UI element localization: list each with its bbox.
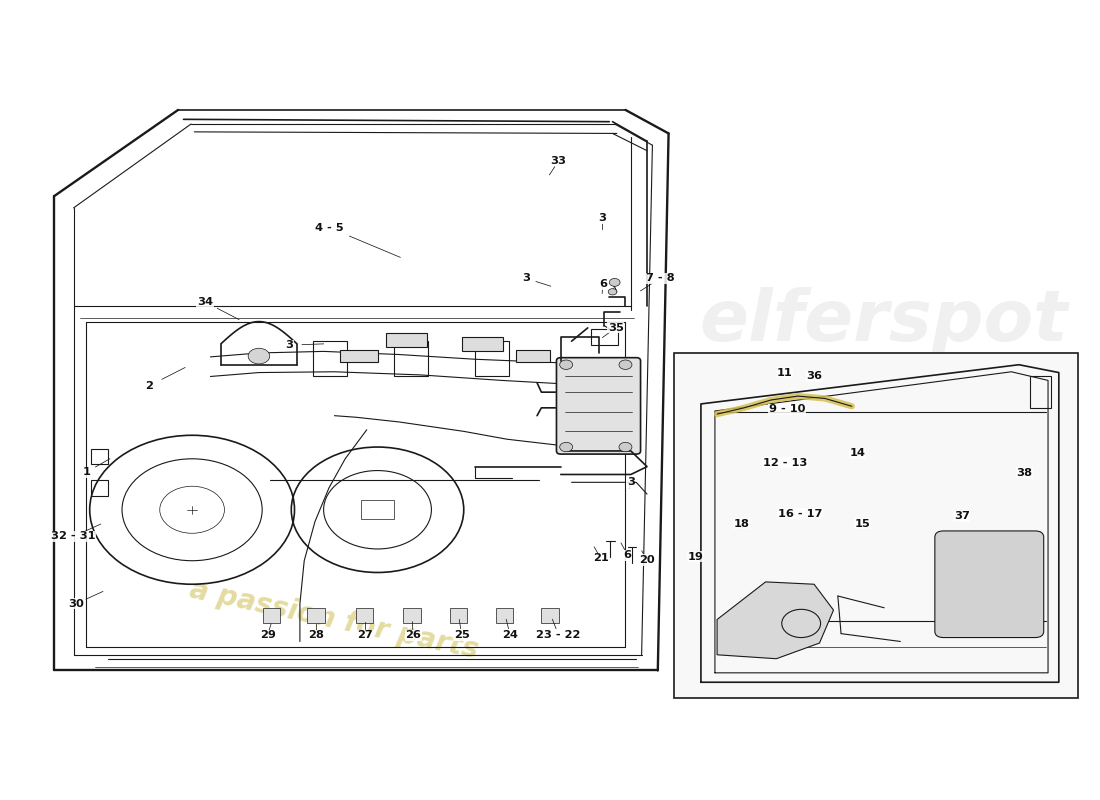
Bar bbox=[91, 480, 108, 496]
Circle shape bbox=[619, 360, 631, 370]
Circle shape bbox=[694, 488, 707, 498]
Bar bbox=[450, 608, 468, 623]
Text: 3: 3 bbox=[522, 274, 530, 283]
Bar bbox=[462, 338, 503, 351]
Text: 3: 3 bbox=[285, 340, 293, 350]
Circle shape bbox=[609, 278, 620, 286]
Text: 21: 21 bbox=[593, 554, 608, 563]
Bar bbox=[394, 341, 428, 377]
Text: 12 - 13: 12 - 13 bbox=[762, 458, 807, 468]
Text: elferspot: elferspot bbox=[700, 287, 1068, 356]
Text: 29: 29 bbox=[260, 630, 275, 640]
Bar bbox=[496, 608, 514, 623]
FancyBboxPatch shape bbox=[685, 450, 779, 501]
Text: 27: 27 bbox=[356, 630, 373, 640]
Bar bbox=[404, 608, 420, 623]
Circle shape bbox=[619, 442, 631, 452]
Circle shape bbox=[727, 454, 739, 463]
Bar bbox=[1030, 377, 1052, 408]
Text: 9 - 10: 9 - 10 bbox=[769, 405, 805, 414]
Text: 7 - 8: 7 - 8 bbox=[646, 274, 674, 283]
Bar bbox=[356, 608, 373, 623]
Text: 1: 1 bbox=[82, 467, 90, 477]
Bar bbox=[674, 353, 1078, 698]
Text: 28: 28 bbox=[308, 630, 324, 640]
Bar bbox=[386, 333, 427, 346]
Circle shape bbox=[560, 360, 573, 370]
Circle shape bbox=[608, 289, 617, 295]
Bar bbox=[312, 341, 348, 377]
Text: 32 - 31: 32 - 31 bbox=[52, 531, 96, 542]
FancyBboxPatch shape bbox=[935, 531, 1044, 638]
Bar bbox=[307, 608, 324, 623]
Text: 18: 18 bbox=[734, 519, 750, 529]
FancyBboxPatch shape bbox=[695, 462, 791, 506]
Bar bbox=[474, 341, 509, 377]
Text: 36: 36 bbox=[806, 371, 822, 382]
Text: 15: 15 bbox=[855, 519, 870, 529]
Text: 38: 38 bbox=[1016, 468, 1032, 478]
Text: 4 - 5: 4 - 5 bbox=[315, 222, 343, 233]
Text: 6: 6 bbox=[598, 279, 607, 289]
Text: 16 - 17: 16 - 17 bbox=[778, 509, 823, 518]
Bar bbox=[91, 449, 108, 464]
Text: 37: 37 bbox=[954, 511, 970, 521]
Text: 3: 3 bbox=[597, 213, 606, 223]
Text: 6: 6 bbox=[624, 550, 631, 560]
Bar bbox=[591, 330, 618, 345]
Circle shape bbox=[560, 442, 573, 452]
Text: 25: 25 bbox=[453, 630, 470, 640]
Text: 35: 35 bbox=[608, 323, 624, 333]
Text: 34: 34 bbox=[197, 297, 213, 307]
Text: 19: 19 bbox=[688, 552, 704, 562]
Text: 20: 20 bbox=[639, 555, 654, 565]
Circle shape bbox=[759, 488, 772, 498]
Text: 11: 11 bbox=[777, 367, 793, 378]
Circle shape bbox=[249, 348, 270, 364]
Text: a passion for parts: a passion for parts bbox=[187, 575, 482, 664]
Bar bbox=[340, 350, 377, 362]
Text: 30: 30 bbox=[68, 599, 84, 609]
Text: 2: 2 bbox=[145, 381, 153, 391]
Text: 26: 26 bbox=[405, 630, 421, 640]
Text: 3: 3 bbox=[627, 478, 635, 487]
Polygon shape bbox=[717, 582, 834, 658]
Text: 14: 14 bbox=[849, 448, 866, 458]
Bar bbox=[541, 608, 559, 623]
Text: 24: 24 bbox=[503, 630, 518, 640]
Text: 33: 33 bbox=[551, 156, 566, 166]
Bar bbox=[361, 500, 394, 519]
Bar bbox=[516, 350, 550, 362]
FancyBboxPatch shape bbox=[557, 358, 640, 454]
Bar bbox=[263, 608, 280, 623]
Text: 23 - 22: 23 - 22 bbox=[537, 630, 581, 640]
